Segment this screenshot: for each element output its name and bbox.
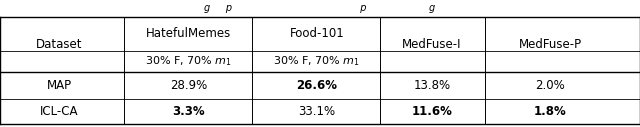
Text: 26.6%: 26.6% — [296, 79, 337, 92]
Text: 1.8%: 1.8% — [534, 105, 567, 118]
Text: 2.0%: 2.0% — [536, 79, 565, 92]
Text: 30% F, 70% $m_1$: 30% F, 70% $m_1$ — [273, 55, 360, 68]
Text: Food-101: Food-101 — [289, 27, 344, 40]
Text: Dataset: Dataset — [36, 38, 83, 51]
Text: g     p                                         p                    g: g p p g — [204, 3, 436, 13]
Text: 3.3%: 3.3% — [173, 105, 205, 118]
Text: 28.9%: 28.9% — [170, 79, 207, 92]
Text: 33.1%: 33.1% — [298, 105, 335, 118]
Text: 13.8%: 13.8% — [413, 79, 451, 92]
Text: ICL-CA: ICL-CA — [40, 105, 79, 118]
Text: 11.6%: 11.6% — [412, 105, 452, 118]
Text: MedFuse-I: MedFuse-I — [403, 38, 461, 51]
Text: MAP: MAP — [47, 79, 72, 92]
Text: MedFuse-P: MedFuse-P — [519, 38, 582, 51]
Text: HatefulMemes: HatefulMemes — [146, 27, 232, 40]
Text: 30% F, 70% $m_1$: 30% F, 70% $m_1$ — [145, 55, 232, 68]
